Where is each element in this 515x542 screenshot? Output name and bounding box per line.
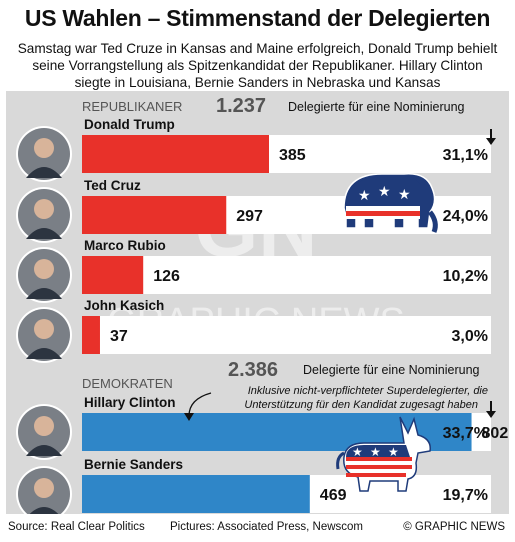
arrow-down-icon <box>486 129 496 145</box>
bar-trump <box>82 135 269 173</box>
picture-credit: Pictures: Associated Press, Newscom <box>170 521 364 533</box>
rep-group-label: REPUBLIKANER <box>82 99 182 114</box>
svg-text:★: ★ <box>378 184 391 200</box>
candidate-name-rubio: Marco Rubio <box>84 238 166 253</box>
value-label-sanders: 469 <box>320 487 347 504</box>
dem-threshold-label: Delegierte für eine Nominierung <box>303 363 480 377</box>
dem-note-line: Unterstützung für den Kandidat zugesagt … <box>244 399 478 411</box>
dem-threshold-value: 2.386 <box>228 359 278 381</box>
subtitle-line: siegte in Louisiana, Bernie Sanders in N… <box>74 75 441 90</box>
dem-group-label: DEMOKRATEN <box>82 376 173 391</box>
avatar-face <box>34 416 54 436</box>
avatar-face <box>34 259 54 279</box>
value-label-trump: 385 <box>279 147 306 164</box>
candidate-name-clinton: Hillary Clinton <box>84 395 176 410</box>
subtitle: Samstag war Ted Cruze in Kansas and Main… <box>0 40 515 91</box>
svg-text:★: ★ <box>398 187 411 203</box>
percent-label-sanders: 19,7% <box>443 487 488 504</box>
svg-text:★: ★ <box>370 445 381 459</box>
avatar-shoulders <box>26 288 62 299</box>
percent-label-cruz: 24,0% <box>443 208 488 225</box>
value-label-rubio: 126 <box>153 268 180 285</box>
avatar-face <box>34 199 54 219</box>
note-pointer-icon <box>184 392 212 421</box>
candidate-name-kasich: John Kasich <box>84 298 164 313</box>
percent-label-trump: 31,1% <box>443 147 488 164</box>
page-title: US Wahlen – Stimmenstand der Delegierten <box>24 5 491 31</box>
avatar-face <box>34 319 54 339</box>
svg-text:★: ★ <box>352 445 363 459</box>
chart-panel: GN GRAPHIC NEWS Donald Trump38531,1%Ted … <box>6 91 509 514</box>
percent-label-rubio: 10,2% <box>443 268 488 285</box>
source-note: Source: Real Clear Politics <box>8 521 145 533</box>
avatar-face <box>34 138 54 158</box>
subtitle-line: seine Vorrangstellung als Spitzenkandida… <box>32 58 483 73</box>
avatar-shoulders <box>26 167 62 178</box>
avatar-shoulders <box>26 228 62 239</box>
arrow-down-icon <box>486 401 496 418</box>
candidate-name-trump: Donald Trump <box>84 117 175 132</box>
candidate-name-sanders: Bernie Sanders <box>84 457 183 472</box>
rep-threshold-label: Delegierte für eine Nominierung <box>288 100 465 114</box>
value-label-kasich: 37 <box>110 328 128 345</box>
percent-label-kasich: 3,0% <box>452 328 488 345</box>
avatar-shoulders <box>26 348 62 359</box>
elephant-icon: ★ ★ ★ <box>343 173 438 233</box>
delegate-chart: GN GRAPHIC NEWS Donald Trump38531,1%Ted … <box>16 95 509 514</box>
avatar-shoulders <box>26 445 62 456</box>
svg-text:★: ★ <box>388 445 399 459</box>
value-label-cruz: 297 <box>236 208 263 225</box>
value-label-clinton: 802 <box>482 425 509 442</box>
avatar-face <box>34 478 54 498</box>
bar-kasich <box>82 316 100 354</box>
svg-text:★: ★ <box>358 188 371 204</box>
bar-track <box>82 316 491 354</box>
donkey-icon: ★ ★ ★ <box>336 416 431 492</box>
rep-threshold-value: 1.237 <box>216 95 266 117</box>
candidate-name-cruz: Ted Cruz <box>84 178 141 193</box>
percent-label-clinton: 33,7% <box>443 425 488 442</box>
bar-cruz <box>82 196 227 234</box>
bar-track <box>82 256 491 294</box>
bar-rubio <box>82 256 144 294</box>
copyright-credit: © GRAPHIC NEWS <box>403 521 505 533</box>
avatar-shoulders <box>29 507 59 514</box>
dem-note-line: Inklusive nicht-verpflichteter Superdele… <box>248 385 488 397</box>
bar-sanders <box>82 475 310 513</box>
subtitle-line: Samstag war Ted Cruze in Kansas and Main… <box>17 41 498 56</box>
